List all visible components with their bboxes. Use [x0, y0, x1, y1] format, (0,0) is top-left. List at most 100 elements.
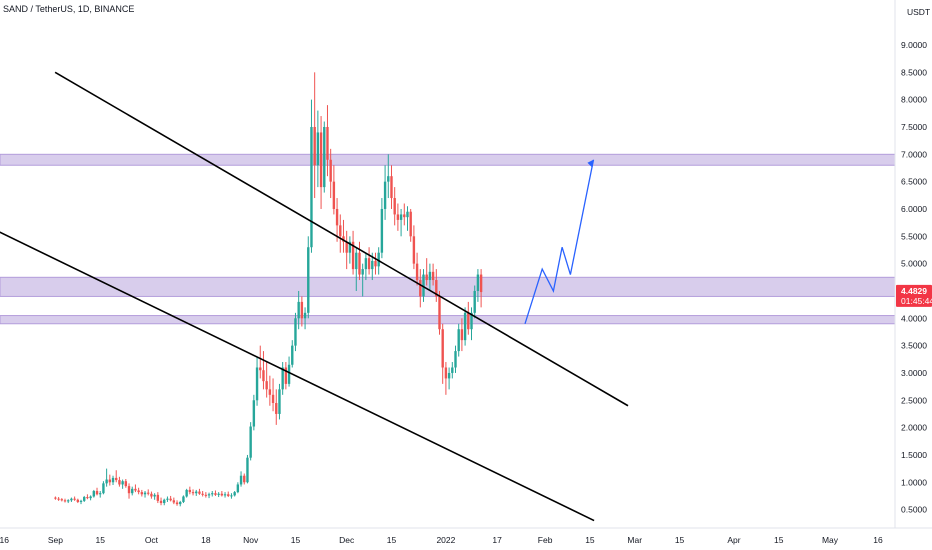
candle-body — [275, 403, 278, 414]
time-tick-label: May — [822, 535, 839, 545]
candle-body — [79, 500, 83, 502]
currency-label: USDT — [907, 7, 930, 17]
candle-body — [457, 329, 460, 352]
candle-body — [473, 290, 476, 313]
candle-body — [399, 214, 403, 220]
last-price-value: 4.4829 — [901, 286, 927, 296]
candle-body — [271, 394, 275, 404]
candle-body — [188, 489, 192, 493]
candle-body — [163, 499, 166, 504]
candle-body — [191, 492, 195, 494]
candle-body — [383, 181, 387, 209]
candle-body — [105, 479, 108, 484]
chart-title: SAND / TetherUS, 1D, BINANCE — [3, 4, 134, 14]
time-tick-label: 15 — [675, 535, 685, 545]
price-tick-label: 6.0000 — [901, 204, 927, 214]
time-tick-label: Mar — [627, 535, 642, 545]
candle-body — [345, 241, 348, 253]
candle-body — [361, 269, 364, 275]
candle-body — [339, 225, 342, 237]
time-tick-label: Sep — [48, 535, 63, 545]
last-price-tag: 4.4829 01:45:44 — [896, 284, 932, 307]
candle-body — [284, 367, 288, 384]
candle-body — [182, 496, 185, 502]
price-tick-label: 8.5000 — [901, 67, 927, 77]
price-tick-label: 3.5000 — [901, 341, 927, 351]
candle-body — [387, 176, 390, 182]
candle-body — [255, 367, 259, 401]
candle-body — [444, 367, 448, 379]
candle-body — [111, 477, 115, 483]
candle-body — [252, 400, 256, 427]
last-price-badge — [896, 284, 932, 307]
candle-body — [207, 494, 211, 496]
candle-body — [57, 498, 60, 500]
candle-body — [428, 271, 432, 281]
candle-body — [431, 271, 435, 281]
candle-body — [175, 502, 179, 505]
candle-body — [169, 498, 172, 501]
time-tick-label: 18 — [201, 535, 211, 545]
candle-body — [121, 481, 124, 485]
candle-body — [211, 493, 214, 495]
channel-lower-line — [0, 231, 595, 522]
candle-body — [335, 208, 339, 226]
candle-body — [332, 181, 336, 209]
candle-body — [179, 501, 182, 505]
candle-body — [329, 159, 332, 182]
candle-body — [467, 312, 470, 330]
candle-body — [447, 372, 451, 379]
candle-body — [435, 280, 438, 297]
time-axis[interactable]: 16 Sep 15 Oct 18 Nov 15 Dec 15 2022 17 Feb 15 Mar 15 Ap… — [0, 527, 932, 545]
candle-body — [166, 498, 169, 500]
candle-body — [451, 367, 454, 373]
candle-body — [86, 497, 89, 499]
price-tick-label: 5.5000 — [901, 231, 927, 241]
time-tick-label: 17 — [492, 535, 502, 545]
candle-body — [396, 214, 400, 220]
candle-body — [323, 126, 326, 188]
candle-body — [419, 280, 422, 297]
candle-body — [265, 381, 268, 390]
time-tick-label: 15 — [585, 535, 595, 545]
time-tick-label: Apr — [727, 535, 740, 545]
candle-body — [319, 132, 323, 188]
candle-body — [198, 491, 201, 494]
candle-body — [131, 488, 134, 494]
candle-body — [390, 176, 393, 199]
candle-body — [76, 499, 80, 502]
candle-body — [403, 214, 406, 218]
price-tick-label: 9.0000 — [901, 40, 927, 50]
price-tick-label: 6.5000 — [901, 177, 927, 187]
candle-body — [172, 500, 176, 503]
price-tick-label: 1.0000 — [901, 477, 927, 487]
candle-body — [143, 492, 147, 495]
candle-body — [195, 491, 198, 494]
candle-body — [313, 126, 316, 166]
candle-body — [297, 301, 300, 319]
price-tick-label: 2.5000 — [901, 395, 927, 405]
candle-body — [393, 198, 396, 215]
candle-body — [246, 457, 249, 483]
candle-body — [300, 301, 304, 319]
price-tick-label: 7.0000 — [901, 149, 927, 159]
candle-body — [380, 208, 384, 253]
time-tick-label: 15 — [774, 535, 784, 545]
time-tick-label: Feb — [538, 535, 553, 545]
price-tick-label: 2.0000 — [901, 423, 927, 433]
candle-body — [124, 481, 128, 487]
candle-body — [310, 126, 313, 248]
candles — [54, 72, 483, 507]
candle-body — [268, 389, 272, 395]
price-tick-label: 8.0000 — [901, 95, 927, 105]
candle-body — [281, 367, 284, 390]
candle-body — [204, 494, 208, 496]
candle-body — [89, 496, 92, 499]
candle-body — [95, 491, 99, 495]
candle-body — [185, 489, 188, 497]
candle-body — [351, 241, 355, 270]
candle-body — [441, 329, 444, 368]
price-tick-label: 0.5000 — [901, 505, 927, 515]
candle-body — [364, 258, 368, 270]
